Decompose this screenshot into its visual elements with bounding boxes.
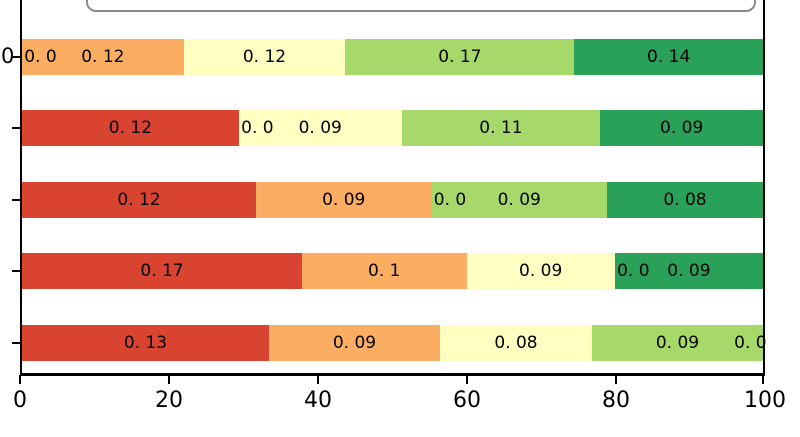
bar-segment <box>431 182 607 218</box>
bar-segment-label: 0. 0 <box>24 47 57 67</box>
x-tick-mark <box>762 375 764 384</box>
bar-segment <box>238 110 402 146</box>
x-tick-label: 40 <box>304 388 332 413</box>
bar-row: 0. 12 0. 0 0. 09 0. 11 0. 09 <box>22 110 763 146</box>
bar-segment <box>22 39 184 75</box>
bar-segment-label: 0. 1 <box>368 261 401 281</box>
plot-area: 0. 0 0. 12 0. 12 0. 17 0. 14 0. 12 0. 0 0. 09 0.… <box>20 0 767 376</box>
bar-segment <box>269 325 440 361</box>
bar-segment <box>22 182 256 218</box>
bar-segment <box>22 253 302 289</box>
y-tick-label: 0 <box>1 44 15 68</box>
bar-segment-label: 0. 11 <box>479 118 523 138</box>
bar-segment <box>574 39 763 75</box>
bar-segment-label: 0. 0 <box>617 261 650 281</box>
bar-segment <box>183 39 346 75</box>
x-tick-label: 100 <box>744 388 786 413</box>
x-tick-label: 0 <box>13 388 27 413</box>
bar-segment <box>22 325 269 361</box>
bar-segment-label: 0. 09 <box>667 261 711 281</box>
x-tick-mark <box>168 375 170 384</box>
y-tick-mark <box>12 199 22 201</box>
bar-segment <box>256 182 432 218</box>
bar-segment <box>466 253 615 289</box>
x-tick-label: 20 <box>155 388 183 413</box>
x-tick-mark <box>19 375 21 384</box>
bar-segment <box>345 39 575 75</box>
bar-segment-label: 0. 08 <box>494 333 538 353</box>
bar-segment-label: 0. 0 <box>241 118 274 138</box>
bar-segment-label: 0. 09 <box>519 261 563 281</box>
bar-segment <box>301 253 467 289</box>
bar-segment-label: 0. 12 <box>81 47 125 67</box>
bar-segment-label: 0. 0 <box>433 190 467 210</box>
bar-segment-label: 0. 09 <box>497 190 541 210</box>
bar-row: 0. 17 0. 1 0. 09 0. 0 0. 09 <box>22 253 763 289</box>
bar-segment-label: 0. 17 <box>140 261 184 281</box>
x-tick-mark <box>615 375 617 384</box>
bar-segment-label: 0. 08 <box>663 190 707 210</box>
bar-segment <box>440 325 592 361</box>
bar-segment-label: 0. 09 <box>298 118 342 138</box>
bar-segment-label: 0. 09 <box>660 118 704 138</box>
bar-row: 0. 0 0. 12 0. 12 0. 17 0. 14 <box>22 39 763 75</box>
bar-segment-label: 0. 17 <box>438 47 482 67</box>
y-tick-mark <box>12 127 22 129</box>
bar-segment <box>606 182 763 218</box>
bar-segment-label: 0. 12 <box>117 190 161 210</box>
y-tick-mark <box>12 342 22 344</box>
bar-segment-label: 0. 09 <box>322 190 366 210</box>
x-tick-mark <box>317 375 319 384</box>
x-tick-label: 80 <box>602 388 630 413</box>
bar-segment-label: 0. 09 <box>332 333 377 353</box>
bar-row: 0. 13 0. 09 0. 08 0. 09 0. 0 <box>22 325 767 361</box>
bar-segment-label: 0. 12 <box>108 118 153 138</box>
bar-segment-label: 0. 13 <box>123 333 168 353</box>
bar-segment <box>614 253 763 289</box>
bar-segment <box>600 110 763 146</box>
bar-segment-label: 0. 09 <box>655 333 700 353</box>
y-tick-mark <box>12 56 22 58</box>
bar-segment-label: 0. 14 <box>647 47 691 67</box>
bar-row: 0. 12 0. 09 0. 0 0. 09 0. 08 <box>22 182 763 218</box>
y-tick-mark <box>12 270 22 272</box>
x-tick-label: 60 <box>453 388 481 413</box>
bar-segment-label: 0. 0 <box>734 333 767 353</box>
x-tick-mark <box>466 375 468 384</box>
bar-segment <box>401 110 601 146</box>
bar-segment-label: 0. 12 <box>242 47 287 67</box>
bar-segment <box>22 110 239 146</box>
legend-box <box>86 0 756 12</box>
bar-segment <box>592 325 763 361</box>
